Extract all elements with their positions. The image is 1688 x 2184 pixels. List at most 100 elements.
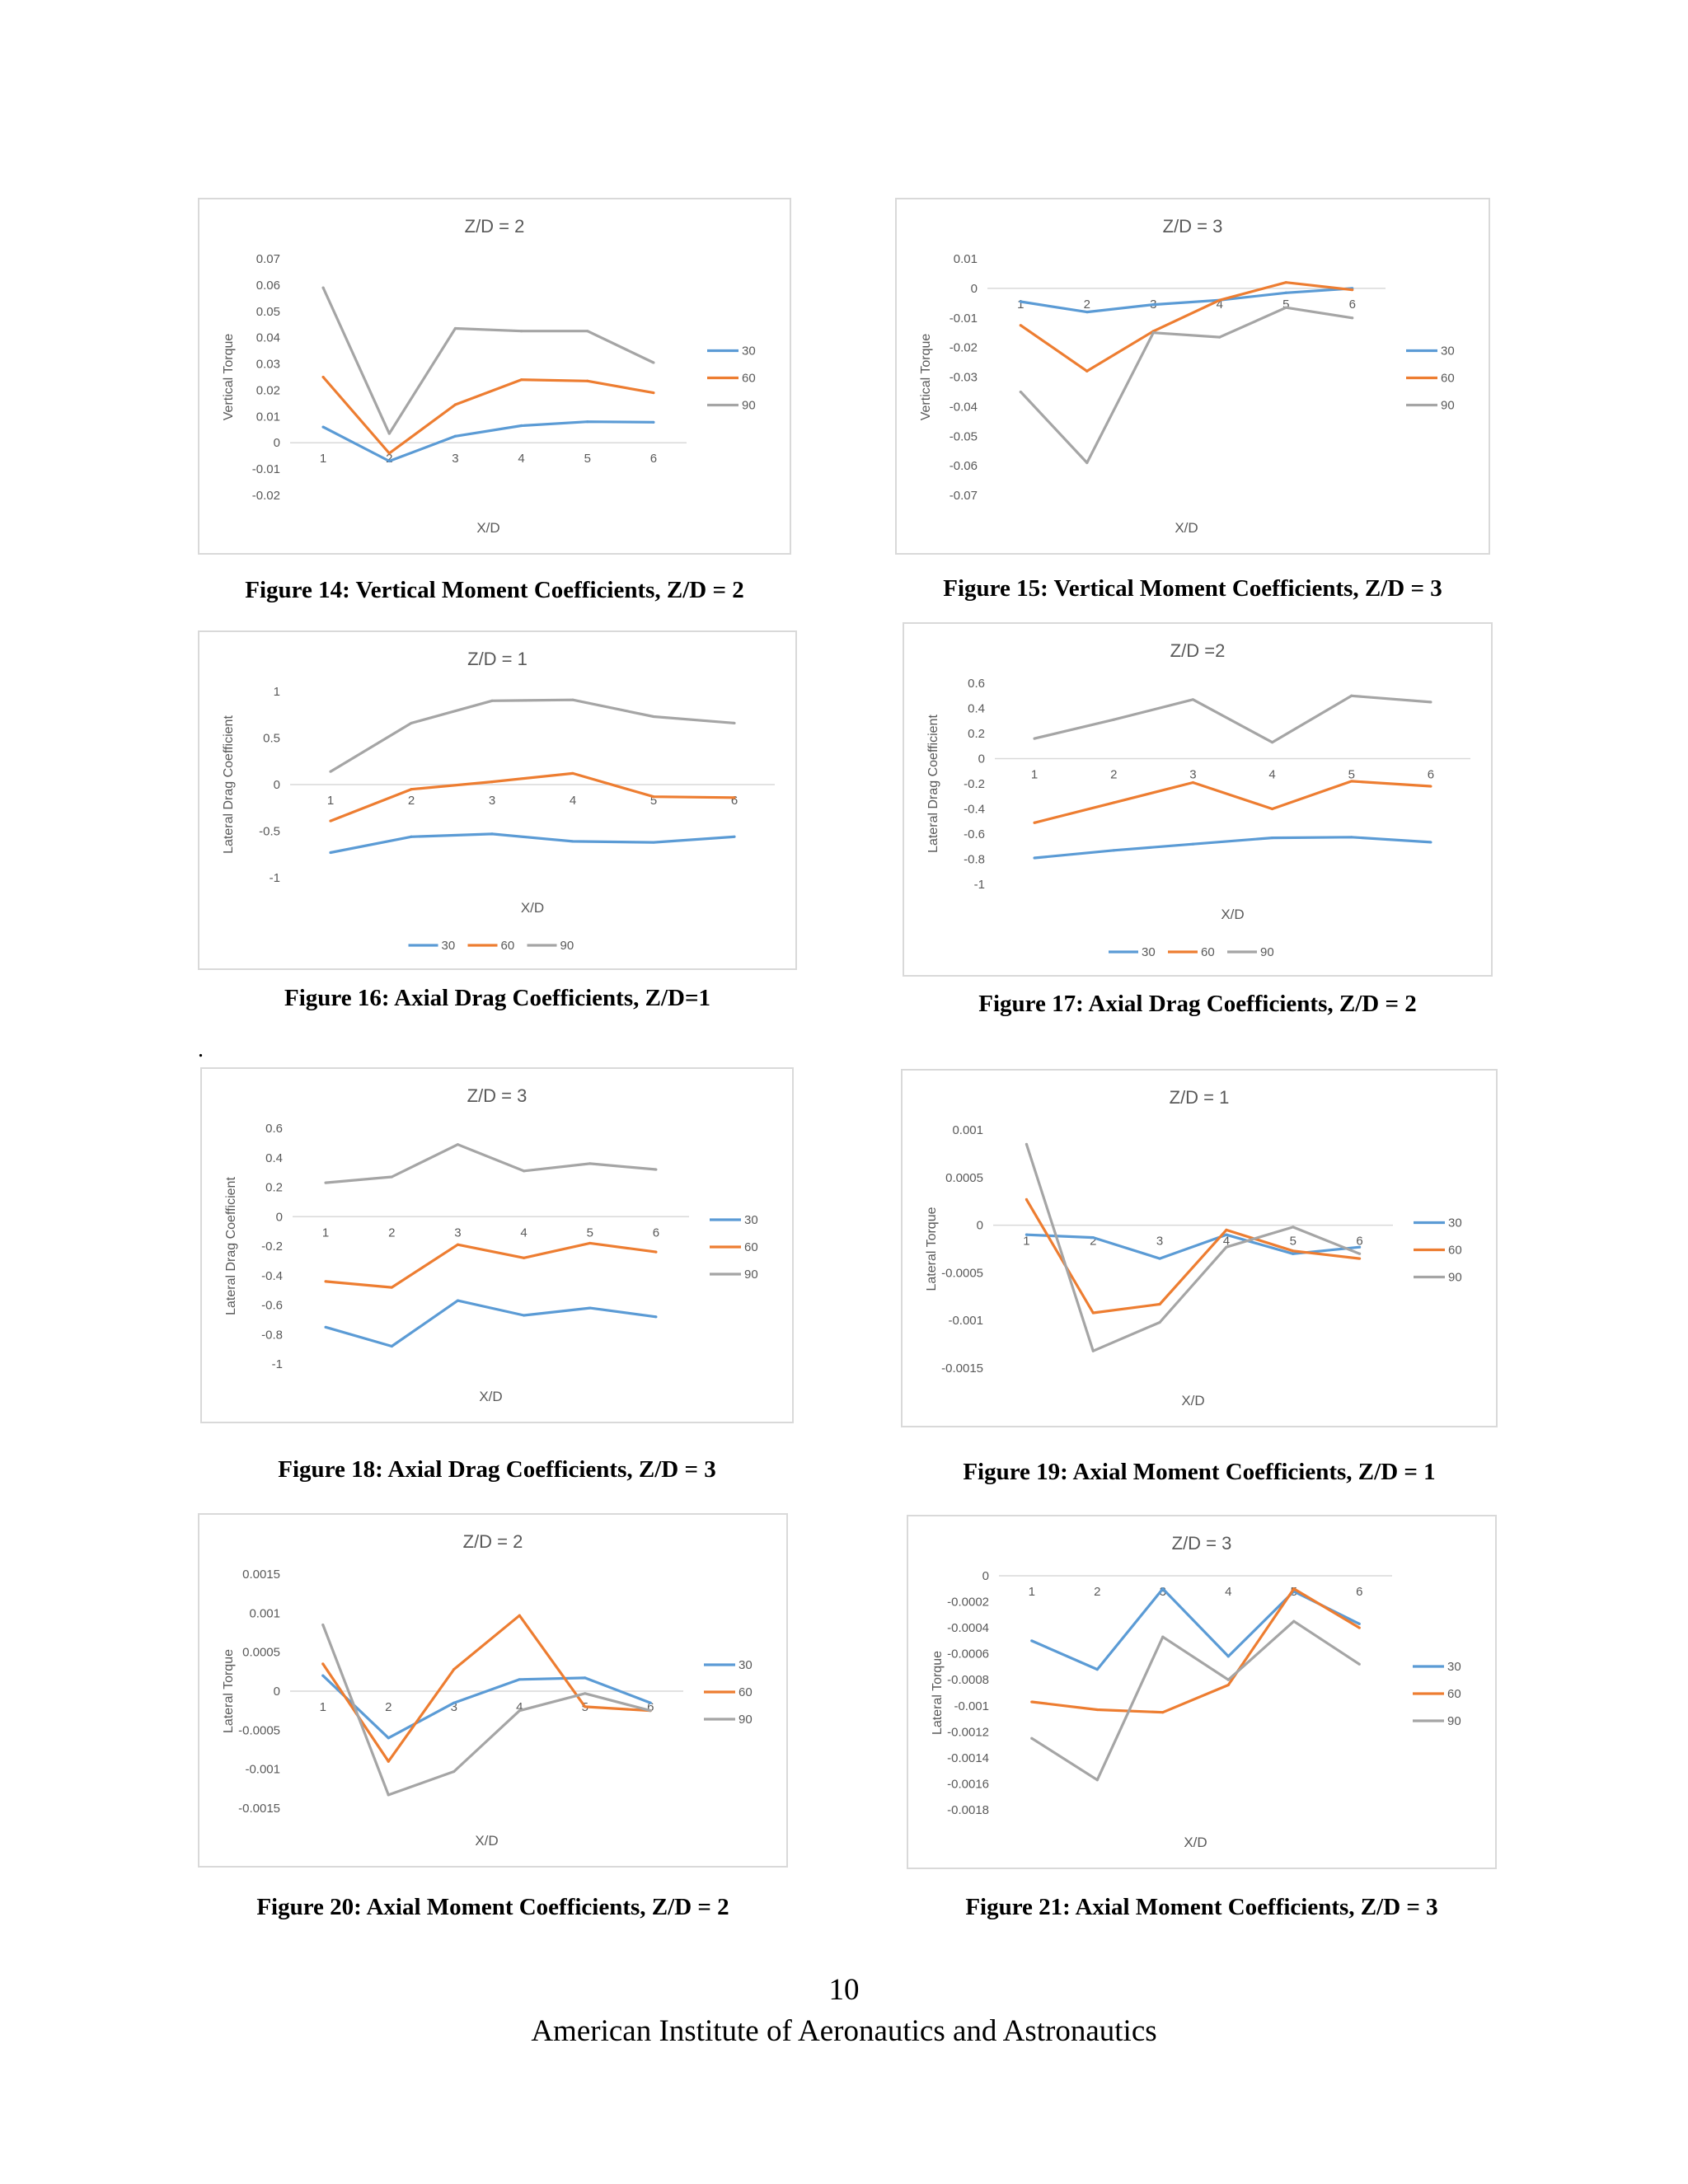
legend-label: 90 (744, 1268, 758, 1282)
series-30-line (325, 1299, 657, 1348)
y-tick-label: 0.6 (265, 1122, 283, 1136)
x-tick-label: 3 (452, 452, 458, 466)
series-30-point (387, 459, 391, 463)
series-30-point (1284, 291, 1287, 294)
x-tick-label: 4 (1225, 1585, 1231, 1599)
y-tick-label: -0.06 (950, 459, 978, 473)
series-30-line (330, 832, 735, 855)
legend-label: 90 (738, 1713, 753, 1727)
x-tick-label: 3 (489, 794, 495, 808)
legend-label: 60 (742, 372, 756, 386)
series-30-point (1033, 856, 1036, 860)
series-30-point (387, 1736, 390, 1740)
y-tick-label: 0.06 (256, 279, 280, 293)
x-tick-label: 5 (587, 1226, 593, 1240)
x-tick-label: 6 (653, 1226, 659, 1240)
series-60-point (1225, 1228, 1228, 1231)
series-90-point (1095, 1779, 1099, 1782)
series-30-line (322, 420, 654, 463)
y-tick-label: -0.2 (964, 777, 985, 791)
y-tick-label: -0.05 (950, 429, 978, 443)
chart-title: Z/D = 3 (1163, 216, 1223, 237)
series-90-point (522, 1169, 526, 1173)
series-90-point (321, 286, 325, 289)
y-tick-label: -0.07 (950, 489, 978, 503)
series-30-point (1158, 1257, 1161, 1260)
y-tick-label: -0.04 (950, 400, 978, 414)
series-60-point (654, 1250, 658, 1254)
series-90-point (456, 1143, 460, 1146)
x-axis-title: X/D (476, 520, 499, 536)
y-tick-label: -0.01 (252, 462, 280, 476)
legend-label: 90 (1448, 1271, 1462, 1285)
y-tick-label: -0.6 (964, 827, 985, 841)
series-90-point (1030, 1736, 1034, 1740)
legend-label: 30 (1441, 344, 1455, 359)
y-tick-label: 0.0015 (242, 1568, 280, 1582)
chart-title: Z/D = 2 (465, 216, 525, 237)
x-tick-label: 6 (1428, 768, 1434, 782)
series-30-line (1034, 836, 1432, 860)
series-90-point (1357, 1662, 1361, 1666)
series-30-point (456, 1299, 460, 1302)
legend-label: 60 (1448, 1244, 1462, 1258)
x-tick-label: 5 (650, 794, 657, 808)
y-tick-label: -0.2 (261, 1240, 283, 1254)
figure-14-plot: Z/D = 2 -0.02 -0.01 0 0.01 0.02 0.03 0.04 0.05 0.… (222, 216, 756, 536)
x-tick-label: 5 (584, 452, 591, 466)
y-tick-label: -0.001 (948, 1314, 983, 1328)
y-tick-label: -0.0012 (947, 1725, 989, 1739)
series-30-point (324, 1325, 327, 1329)
stray-period: . (198, 1037, 204, 1062)
series-60-point (1033, 821, 1036, 824)
figure-18-chart: Z/D = 3 -1 -0.8 -0.6 -0.4 -0.2 0 0.2 0.4 0.6 1 2 3 4 5… (200, 1067, 794, 1423)
series-60-point (1112, 801, 1115, 804)
series-60-point (1161, 1711, 1165, 1714)
y-tick-label: 0 (982, 1569, 989, 1583)
series-60-point (522, 1256, 526, 1259)
y-tick-label: -0.0016 (947, 1777, 989, 1791)
legend-label: 60 (1441, 372, 1455, 386)
y-tick-label: -0.0005 (238, 1723, 280, 1737)
x-tick-label: 4 (1268, 768, 1275, 782)
x-tick-label: 6 (1349, 298, 1356, 312)
y-tick-label: -0.0018 (947, 1803, 989, 1817)
series-30-point (519, 424, 523, 428)
series-90-point (1429, 701, 1432, 704)
series-60-point (329, 819, 332, 823)
y-axis-title: Lateral Torque (222, 1649, 236, 1733)
figure-20-plot: Z/D = 2 -0.0015 -0.001 -0.0005 0 0.0005 0.001 0… (222, 1531, 753, 1849)
figure-20-chart: Z/D = 2 -0.0015 -0.001 -0.0005 0 0.0005 0.001 0… (198, 1513, 788, 1868)
y-tick-label: -0.02 (950, 341, 978, 355)
series-30-point (652, 420, 655, 424)
series-90-line (1034, 694, 1432, 744)
series-60-point (1357, 1626, 1361, 1629)
series-60-point (519, 378, 523, 382)
y-axis-title: Vertical Torque (919, 334, 933, 421)
x-tick-label: 4 (516, 1700, 523, 1714)
series-60-line (1031, 1587, 1361, 1714)
legend-label: 30 (442, 939, 456, 953)
legend-label: 30 (1448, 1216, 1462, 1230)
x-tick-label: 1 (1029, 1585, 1035, 1599)
x-tick-label: 1 (1031, 768, 1038, 782)
figure-21-plot: Z/D = 3-0.0018-0.0016-0.0014-0.0012-0.00… (931, 1533, 1461, 1850)
x-tick-label: 4 (518, 452, 524, 466)
figure-21-caption: Figure 21: Axial Moment Coefficients, Z/… (965, 1894, 1438, 1920)
x-tick-label: 4 (520, 1226, 527, 1240)
series-60-point (387, 452, 391, 455)
series-30-point (586, 420, 589, 424)
series-60-point (518, 1614, 521, 1617)
series-90-point (490, 699, 494, 702)
series-90-line (1020, 306, 1353, 465)
series-90-point (1091, 1349, 1095, 1352)
x-tick-label: 2 (1094, 1585, 1100, 1599)
x-tick-label: 2 (1090, 1235, 1096, 1249)
legend-label: 60 (1447, 1687, 1461, 1701)
legend-label: 60 (501, 939, 515, 953)
series-90-point (654, 1168, 658, 1171)
x-tick-label: 2 (1084, 298, 1090, 312)
x-axis-title: X/D (479, 1389, 502, 1404)
y-axis-title: Lateral Torque (925, 1207, 939, 1291)
series-60-point (1357, 1257, 1362, 1260)
